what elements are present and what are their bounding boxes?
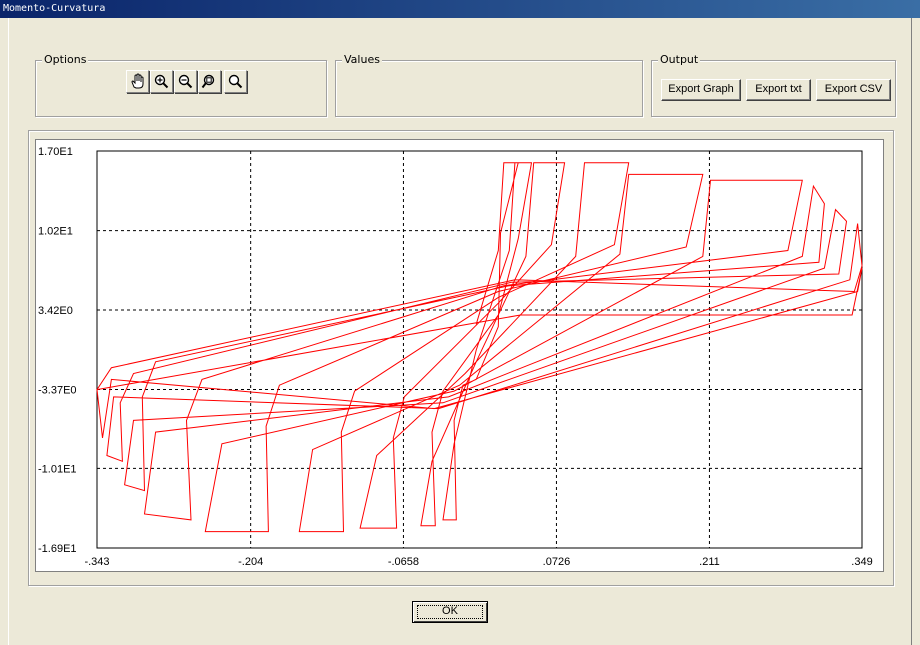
window-title-bar: Momento-Curvatura bbox=[0, 0, 920, 18]
zoom-window-button[interactable] bbox=[224, 70, 247, 93]
y-tick-label: 1.70E1 bbox=[38, 146, 73, 158]
moment-curvature-chart: -.343 -.204 -.0658 .0726 .211 .349 1.70E1 1.02E… bbox=[38, 146, 873, 568]
plot-area bbox=[96, 150, 863, 549]
x-tick-label: .349 bbox=[851, 556, 872, 568]
window-frame bbox=[8, 18, 912, 645]
y-tick-label: -1.69E1 bbox=[38, 543, 77, 555]
x-tick-label: .0726 bbox=[543, 556, 571, 568]
export-graph-button[interactable]: Export Graph bbox=[661, 79, 741, 101]
ok-label: OK bbox=[442, 605, 458, 617]
window-title: Momento-Curvatura bbox=[3, 3, 106, 14]
x-tick-label: -.343 bbox=[84, 556, 109, 568]
output-group: Output bbox=[651, 53, 896, 117]
export-csv-button[interactable]: Export CSV bbox=[816, 79, 891, 101]
options-group: Options bbox=[35, 53, 327, 117]
chart-frame: -.343 -.204 -.0658 .0726 .211 .349 1.70E1 1.02E… bbox=[35, 139, 884, 572]
x-tick-label: .211 bbox=[699, 556, 720, 568]
zoom-extents-button[interactable] bbox=[198, 70, 221, 93]
y-tick-label: 1.02E1 bbox=[38, 226, 73, 238]
zoom-out-button[interactable] bbox=[174, 70, 197, 93]
values-label: Values bbox=[342, 53, 382, 67]
x-tick-label: -.204 bbox=[238, 556, 263, 568]
focus-rectangle bbox=[417, 605, 483, 619]
y-tick-label: -3.37E0 bbox=[38, 385, 77, 397]
x-tick-label: -.0658 bbox=[388, 556, 419, 568]
ok-button[interactable]: OK bbox=[412, 601, 488, 623]
pan-tool-button[interactable] bbox=[126, 70, 149, 93]
options-label: Options bbox=[42, 53, 89, 67]
hysteresis-curve bbox=[96, 162, 863, 533]
y-tick-label: 3.42E0 bbox=[38, 305, 73, 317]
export-txt-button[interactable]: Export txt bbox=[746, 79, 811, 101]
chart-panel bbox=[28, 130, 894, 586]
zoom-in-button[interactable] bbox=[150, 70, 173, 93]
output-label: Output bbox=[658, 53, 701, 67]
y-tick-label: -1.01E1 bbox=[38, 463, 77, 475]
values-group: Values bbox=[335, 53, 643, 117]
